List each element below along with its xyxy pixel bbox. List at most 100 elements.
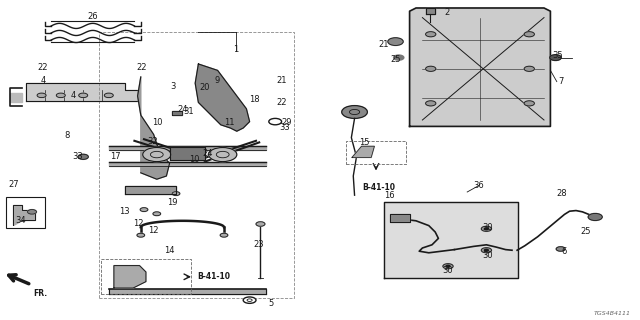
Circle shape bbox=[342, 106, 367, 118]
Circle shape bbox=[524, 32, 534, 37]
Text: 33: 33 bbox=[73, 152, 83, 161]
Circle shape bbox=[220, 233, 228, 237]
Text: 22: 22 bbox=[276, 98, 287, 107]
Polygon shape bbox=[109, 162, 266, 166]
Circle shape bbox=[56, 93, 65, 98]
Circle shape bbox=[104, 93, 113, 98]
Circle shape bbox=[426, 32, 436, 37]
Text: 12: 12 bbox=[133, 220, 143, 228]
Text: 21: 21 bbox=[276, 76, 287, 85]
Polygon shape bbox=[26, 83, 138, 101]
Polygon shape bbox=[138, 77, 170, 179]
Text: 28: 28 bbox=[557, 189, 567, 198]
Text: 8: 8 bbox=[65, 132, 70, 140]
Circle shape bbox=[556, 247, 565, 251]
Polygon shape bbox=[352, 146, 374, 157]
Text: 31: 31 bbox=[184, 108, 194, 116]
Polygon shape bbox=[410, 8, 550, 126]
Text: 24: 24 bbox=[177, 105, 188, 114]
Circle shape bbox=[143, 148, 171, 162]
Circle shape bbox=[484, 228, 488, 230]
Text: 11: 11 bbox=[224, 118, 234, 127]
Circle shape bbox=[426, 66, 436, 71]
Circle shape bbox=[426, 101, 436, 106]
Circle shape bbox=[481, 248, 492, 253]
Polygon shape bbox=[195, 64, 250, 131]
Circle shape bbox=[37, 93, 46, 98]
Text: 30: 30 bbox=[483, 223, 493, 232]
Polygon shape bbox=[384, 202, 518, 278]
Polygon shape bbox=[426, 8, 435, 14]
Circle shape bbox=[256, 222, 265, 226]
Text: 22: 22 bbox=[37, 63, 47, 72]
Text: 24: 24 bbox=[203, 149, 213, 158]
Text: 6: 6 bbox=[562, 247, 567, 256]
Circle shape bbox=[172, 192, 180, 196]
Text: 1: 1 bbox=[233, 45, 238, 54]
Circle shape bbox=[140, 208, 148, 212]
Circle shape bbox=[484, 249, 488, 251]
Text: FR.: FR. bbox=[33, 289, 47, 298]
Circle shape bbox=[79, 93, 88, 98]
Text: 25: 25 bbox=[390, 55, 401, 64]
Text: 22: 22 bbox=[137, 63, 147, 72]
Polygon shape bbox=[13, 205, 35, 225]
Polygon shape bbox=[390, 214, 410, 222]
Text: 19: 19 bbox=[168, 198, 178, 207]
Text: 21: 21 bbox=[379, 40, 389, 49]
Circle shape bbox=[524, 101, 534, 106]
Text: 26: 26 bbox=[88, 12, 98, 21]
Text: 30: 30 bbox=[443, 266, 453, 275]
Circle shape bbox=[28, 210, 36, 214]
Text: 32: 32 bbox=[147, 137, 157, 146]
Text: 10: 10 bbox=[189, 156, 200, 164]
Text: 14: 14 bbox=[164, 246, 175, 255]
Text: 35: 35 bbox=[553, 51, 563, 60]
Polygon shape bbox=[109, 146, 266, 150]
Text: 7: 7 bbox=[558, 77, 563, 86]
Text: 2: 2 bbox=[445, 8, 450, 17]
Polygon shape bbox=[10, 93, 22, 102]
Circle shape bbox=[388, 38, 403, 45]
Polygon shape bbox=[114, 266, 146, 288]
Text: 13: 13 bbox=[119, 207, 129, 216]
Text: 4: 4 bbox=[40, 76, 45, 85]
Circle shape bbox=[243, 297, 256, 303]
Text: B-41-10: B-41-10 bbox=[197, 272, 230, 281]
Circle shape bbox=[209, 148, 237, 162]
Circle shape bbox=[153, 212, 161, 216]
Circle shape bbox=[481, 226, 492, 231]
Text: 16: 16 bbox=[384, 191, 394, 200]
Text: 4: 4 bbox=[71, 92, 76, 100]
Polygon shape bbox=[172, 111, 182, 115]
Text: 25: 25 bbox=[580, 227, 591, 236]
Text: 15: 15 bbox=[360, 138, 370, 147]
Text: 33: 33 bbox=[280, 124, 290, 132]
Circle shape bbox=[588, 213, 602, 220]
Circle shape bbox=[137, 233, 145, 237]
Text: 29: 29 bbox=[282, 118, 292, 127]
Circle shape bbox=[269, 118, 282, 125]
Text: 30: 30 bbox=[483, 252, 493, 260]
Text: 36: 36 bbox=[474, 181, 484, 190]
Circle shape bbox=[443, 264, 453, 269]
Circle shape bbox=[446, 265, 450, 267]
Text: 12: 12 bbox=[148, 226, 159, 235]
Text: 17: 17 bbox=[111, 152, 121, 161]
Circle shape bbox=[524, 66, 534, 71]
Text: 34: 34 bbox=[15, 216, 26, 225]
Text: 10: 10 bbox=[152, 118, 163, 127]
Circle shape bbox=[78, 154, 88, 159]
Polygon shape bbox=[170, 147, 205, 160]
Polygon shape bbox=[109, 289, 266, 294]
Polygon shape bbox=[125, 186, 176, 194]
Text: 3: 3 bbox=[170, 82, 175, 91]
Text: 9: 9 bbox=[215, 76, 220, 85]
Text: B-41-10: B-41-10 bbox=[363, 183, 396, 192]
Text: 23: 23 bbox=[254, 240, 264, 249]
Text: 27: 27 bbox=[8, 180, 19, 189]
Text: 5: 5 bbox=[269, 299, 274, 308]
Circle shape bbox=[394, 55, 404, 60]
Text: 20: 20 bbox=[200, 83, 210, 92]
Circle shape bbox=[550, 55, 561, 60]
